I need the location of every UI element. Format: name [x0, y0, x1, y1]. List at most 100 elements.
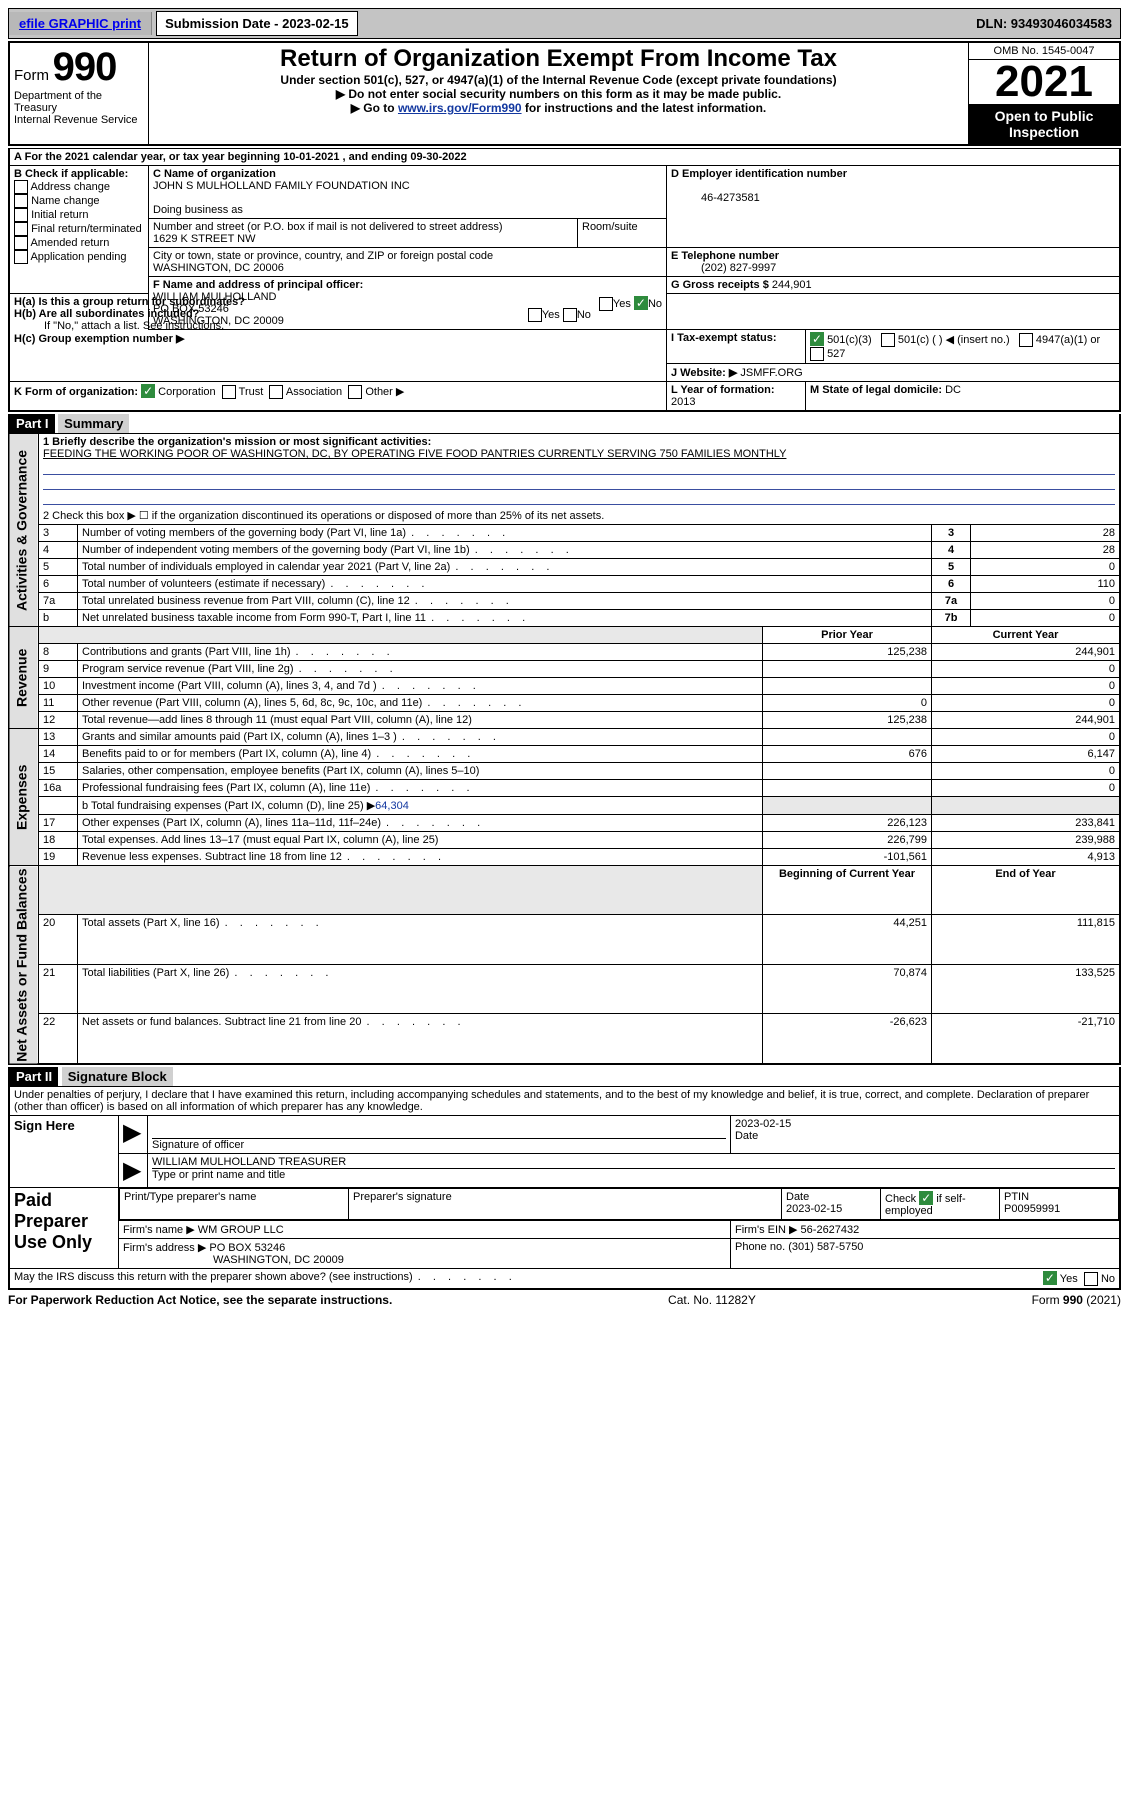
instructions-link[interactable]: www.irs.gov/Form990	[398, 101, 522, 115]
line-box: 3	[932, 525, 971, 542]
line1-label: 1 Briefly describe the organization's mi…	[43, 436, 431, 448]
subtitle-1: Under section 501(c), 527, or 4947(a)(1)…	[153, 73, 964, 87]
irs-discuss-text: May the IRS discuss this return with the…	[14, 1271, 514, 1283]
vlabel-netassets: Net Assets or Fund Balances	[9, 866, 39, 1065]
line16b-label: b Total fundraising expenses (Part IX, c…	[82, 800, 375, 812]
firm-ein-label: Firm's EIN ▶	[735, 1224, 798, 1236]
line-label: Contributions and grants (Part VIII, lin…	[78, 644, 763, 661]
prior-val: 0	[763, 695, 932, 712]
form-prefix: Form	[14, 67, 49, 84]
opt-amended: Amended return	[30, 237, 109, 249]
row-exp-15: 15Salaries, other compensation, employee…	[9, 763, 1120, 780]
line-num: 19	[39, 849, 78, 866]
checkbox-address-change[interactable]	[14, 180, 28, 194]
org-name: JOHN S MULHOLLAND FAMILY FOUNDATION INC	[153, 180, 410, 192]
checkbox-discuss-yes[interactable]: ✓	[1043, 1271, 1057, 1285]
subtitle-3: ▶ Go to www.irs.gov/Form990 for instruct…	[153, 101, 964, 115]
checkbox-4947[interactable]	[1019, 333, 1033, 347]
footer: For Paperwork Reduction Act Notice, see …	[8, 1293, 1121, 1307]
checkbox-discuss-no[interactable]	[1084, 1272, 1098, 1286]
open-to-public-box: Open to Public Inspection	[969, 104, 1119, 144]
checkbox-initial-return[interactable]	[14, 208, 28, 222]
line-label: Investment income (Part VIII, column (A)…	[78, 678, 763, 695]
checkbox-trust[interactable]	[222, 385, 236, 399]
line-num: 21	[39, 964, 78, 1013]
dept-label: Department of the Treasury	[14, 90, 144, 114]
checkbox-501c3[interactable]: ✓	[810, 332, 824, 346]
checkbox-ha-no[interactable]: ✓	[634, 296, 648, 310]
line-label: Salaries, other compensation, employee b…	[78, 763, 763, 780]
checkbox-final-return[interactable]	[14, 222, 28, 236]
opt-assoc: Association	[286, 386, 342, 398]
line-num: 17	[39, 815, 78, 832]
j-label: J Website: ▶	[671, 367, 737, 379]
line-label: Total assets (Part X, line 16)	[78, 915, 763, 964]
line-num: 5	[39, 559, 78, 576]
line-label: Grants and similar amounts paid (Part IX…	[78, 729, 763, 746]
current-year-hdr: Current Year	[932, 627, 1121, 644]
checkbox-self-employed[interactable]: ✓	[919, 1191, 933, 1205]
part-ii-header: Part II	[10, 1067, 58, 1086]
boy-val: 70,874	[763, 964, 932, 1013]
line-label: Other expenses (Part IX, column (A), lin…	[78, 815, 763, 832]
part-i-header: Part I	[10, 414, 55, 433]
line-num: 7a	[39, 593, 78, 610]
efile-print-link[interactable]: efile GRAPHIC print	[9, 12, 152, 35]
domicile-state: DC	[945, 384, 961, 396]
checkbox-app-pending[interactable]	[14, 250, 28, 264]
checkbox-ha-yes[interactable]	[599, 297, 613, 311]
checkbox-association[interactable]	[269, 385, 283, 399]
date-caption: Date	[735, 1130, 758, 1142]
line-num: 12	[39, 712, 78, 729]
discuss-no: No	[1101, 1273, 1115, 1285]
opt-app-pending: Application pending	[30, 251, 126, 263]
cur-val: 0	[932, 763, 1121, 780]
line-num: 4	[39, 542, 78, 559]
checkbox-other[interactable]	[348, 385, 362, 399]
line-num: 3	[39, 525, 78, 542]
line-num: 22	[39, 1014, 78, 1065]
opt-501c: 501(c) ( ) ◀ (insert no.)	[898, 334, 1010, 346]
form-title: Return of Organization Exempt From Incom…	[153, 45, 964, 73]
checkbox-hb-no[interactable]	[563, 308, 577, 322]
street-address: 1629 K STREET NW	[153, 233, 256, 245]
footer-right: Form 990 (2021)	[1032, 1293, 1121, 1307]
line-a-text: For the 2021 calendar year, or tax year …	[25, 151, 467, 163]
checkbox-name-change[interactable]	[14, 194, 28, 208]
line-label: Total liabilities (Part X, line 26)	[78, 964, 763, 1013]
l-label: L Year of formation:	[671, 384, 775, 396]
cur-val: 0	[932, 729, 1121, 746]
checkbox-corporation[interactable]: ✓	[141, 384, 155, 398]
vlabel-ag: Activities & Governance	[9, 434, 39, 627]
line-num: 16a	[39, 780, 78, 797]
line-num: 9	[39, 661, 78, 678]
row-rev-10: 10Investment income (Part VIII, column (…	[9, 678, 1120, 695]
signature-line[interactable]	[152, 1118, 726, 1139]
cur-val: 239,988	[932, 832, 1121, 849]
prior-val	[763, 661, 932, 678]
row-ag-6: 6 Total number of volunteers (estimate i…	[9, 576, 1120, 593]
vlabel-revenue: Revenue	[9, 627, 39, 729]
website-value: JSMFF.ORG	[740, 367, 802, 379]
row-exp-17: 17Other expenses (Part IX, column (A), l…	[9, 815, 1120, 832]
checkbox-501c[interactable]	[881, 333, 895, 347]
topbar: efile GRAPHIC print Submission Date - 20…	[8, 8, 1121, 39]
row-exp-18: 18Total expenses. Add lines 13–17 (must …	[9, 832, 1120, 849]
prep-check-label: Check	[885, 1193, 916, 1205]
line-label: Total unrelated business revenue from Pa…	[78, 593, 932, 610]
line-label: Program service revenue (Part VIII, line…	[78, 661, 763, 678]
ha-yes: Yes	[613, 298, 631, 310]
entity-table: A For the 2021 calendar year, or tax yea…	[8, 148, 1121, 412]
hb-yes: Yes	[542, 309, 560, 321]
checkbox-hb-yes[interactable]	[528, 308, 542, 322]
opt-trust: Trust	[239, 386, 264, 398]
line-label: Total revenue—add lines 8 through 11 (mu…	[78, 712, 763, 729]
row-ag-7a: 7a Total unrelated business revenue from…	[9, 593, 1120, 610]
checkbox-amended[interactable]	[14, 236, 28, 250]
row-exp-14: 14Benefits paid to or for members (Part …	[9, 746, 1120, 763]
firm-name-label: Firm's name ▶	[123, 1224, 195, 1236]
line-a: A For the 2021 calendar year, or tax yea…	[9, 149, 1120, 166]
checkbox-527[interactable]	[810, 347, 824, 361]
row-exp-19: 19Revenue less expenses. Subtract line 1…	[9, 849, 1120, 866]
box-b: B Check if applicable: Address change Na…	[9, 166, 149, 294]
